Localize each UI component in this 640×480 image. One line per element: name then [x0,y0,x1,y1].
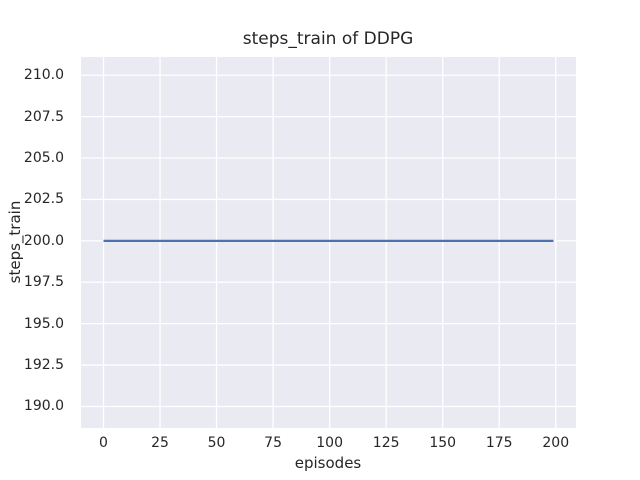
y-tick-label: 210.0 [23,67,64,84]
x-tick-label: 150 [429,435,457,451]
y-tick-label: 200.0 [23,232,64,249]
y-tick-label: 190.0 [23,398,64,415]
y-tick-label: 192.5 [23,357,64,374]
y-tick-label: 197.5 [23,274,64,291]
x-tick-label: 50 [207,435,226,451]
y-tick-label: 205.0 [23,150,64,167]
chart-title: steps_train of DDPG [242,29,414,49]
x-tick-label: 100 [316,435,343,451]
y-tick-label: 207.5 [23,108,64,125]
x-tick-label: 25 [151,435,169,451]
y-tick-label: 195.0 [23,315,64,332]
x-tick-label: 175 [485,435,513,451]
x-tick-label: 200 [542,435,570,451]
y-tick-label: 202.5 [23,191,64,208]
plot-area [81,57,576,428]
plot-canvas [81,57,576,428]
x-tick-label: 125 [372,435,400,451]
x-axis-label: episodes [294,454,362,472]
x-tick-label: 0 [99,435,108,451]
x-tick-label: 75 [264,435,283,451]
